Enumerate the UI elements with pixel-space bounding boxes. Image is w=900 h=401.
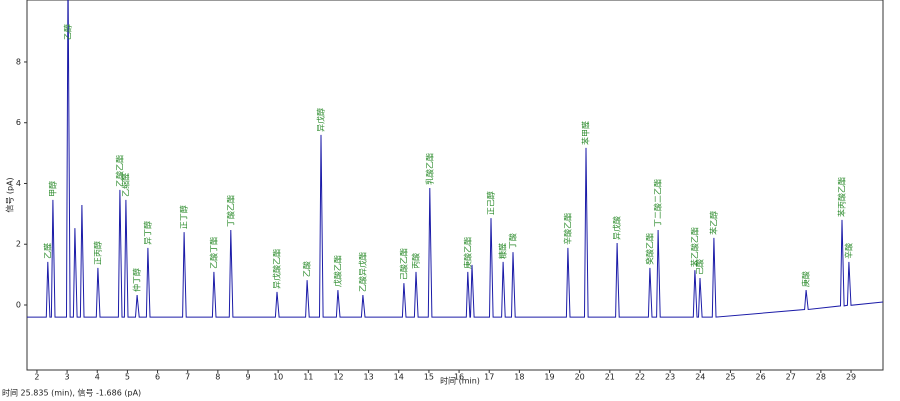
peak-label: 辛酸乙酯 <box>562 213 572 245</box>
x-tick-label: 24 <box>695 373 705 382</box>
peak-label: 乙酸异戊酯 <box>357 252 367 292</box>
x-tick-label: 5 <box>125 373 130 382</box>
peak-label: 苯甲醛 <box>581 121 591 145</box>
x-tick-label: 19 <box>544 373 554 382</box>
x-tick-label: 25 <box>725 373 735 382</box>
peak-label: 甲醇 <box>47 181 57 197</box>
x-tick-label: 9 <box>245 373 250 382</box>
peak-label: 癸酸乙酯 <box>644 233 654 265</box>
x-tick-label: 23 <box>665 373 675 382</box>
x-tick-label: 17 <box>484 373 494 382</box>
y-tick-label: 2 <box>16 240 21 249</box>
x-tick-label: 12 <box>333 373 343 382</box>
peak-label: 乙酸乙酯 <box>114 155 124 187</box>
peak-label: 异丁醇 <box>142 221 152 245</box>
y-axis-label: 信号 (pA) <box>5 177 15 212</box>
y-tick-label: 0 <box>16 300 21 309</box>
x-tick-label: 26 <box>755 373 765 382</box>
x-tick-label: 20 <box>575 373 585 382</box>
peak-label: 戊酸乙酯 <box>332 255 342 287</box>
peak-label: 苯丙酸乙酯 <box>836 177 846 217</box>
peak-label: 丙酸 <box>410 253 420 269</box>
y-tick-label: 6 <box>16 118 21 127</box>
x-tick-label: 13 <box>364 373 374 382</box>
x-tick-label: 14 <box>394 373 404 382</box>
peak-label: 苯乙醇 <box>708 211 718 235</box>
peak-label: 乙醇 <box>63 24 73 40</box>
x-tick-label: 3 <box>65 373 70 382</box>
peak-label: 辛酸 <box>843 243 853 259</box>
peak-label: 仲丁醇 <box>132 268 142 292</box>
y-tick-label: 8 <box>16 57 21 66</box>
peak-label: 乙酸 <box>302 261 312 277</box>
peak-label: 丁酸乙酯 <box>225 195 235 227</box>
x-tick-label: 11 <box>303 373 313 382</box>
x-tick-label: 8 <box>215 373 220 382</box>
peak-label: 己酸 <box>694 259 704 275</box>
x-tick-label: 2 <box>34 373 39 382</box>
peak-label: 丁酸 <box>508 233 518 249</box>
x-tick-label: 6 <box>155 373 160 382</box>
x-tick-label: 27 <box>786 373 796 382</box>
peak-label: 糠醛 <box>498 243 508 259</box>
x-tick-label: 18 <box>514 373 524 382</box>
peak-label: 乙醛 <box>42 243 52 259</box>
x-tick-label: 4 <box>95 373 100 382</box>
peak-label: 正己醇 <box>486 191 496 215</box>
peak-label: 丁二酸二乙酯 <box>653 179 663 227</box>
peak-label: 乳酸乙酯 <box>424 153 434 185</box>
peak-label: 乙酸丁酯 <box>208 237 218 269</box>
signal-line <box>27 0 883 318</box>
peak-label: 异戊酸 <box>612 216 622 240</box>
x-tick-label: 29 <box>846 373 856 382</box>
peak-label: 乙缩醛 <box>120 173 130 197</box>
peak-label: 庚酸 <box>801 271 811 287</box>
x-axis-label: 时间 (min) <box>440 376 480 386</box>
x-tick-label: 22 <box>635 373 645 382</box>
x-tick-label: 21 <box>605 373 615 382</box>
y-tick-label: 4 <box>16 179 21 188</box>
x-tick-label: 16 <box>454 373 464 382</box>
plot-frame <box>26 0 884 371</box>
peak-label: 正丁醇 <box>179 205 189 229</box>
x-tick-label: 15 <box>424 373 434 382</box>
peak-label: 异戊醇 <box>315 108 325 132</box>
status-text: 时间 25.835 (min), 信号 -1.686 (pA) <box>2 388 141 398</box>
peak-label: 己酸乙酯 <box>398 248 408 280</box>
peak-label: 异戊酸乙酯 <box>271 249 281 289</box>
x-tick-label: 28 <box>816 373 826 382</box>
x-tick-label: 7 <box>185 373 190 382</box>
peak-label: 苯乙酸乙酯 <box>689 227 699 267</box>
peak-label: 庚酸乙酯 <box>462 237 472 269</box>
peak-label: 正丙醇 <box>92 241 102 265</box>
x-tick-label: 10 <box>273 373 283 382</box>
